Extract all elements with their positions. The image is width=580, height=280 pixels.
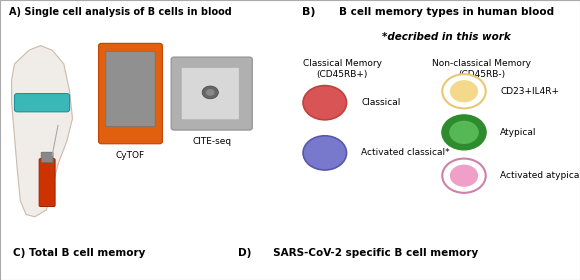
Text: B): B): [302, 7, 315, 17]
Circle shape: [450, 165, 478, 187]
Text: B cell memory types in human blood: B cell memory types in human blood: [339, 7, 554, 17]
Circle shape: [449, 121, 479, 144]
Circle shape: [450, 80, 478, 102]
FancyBboxPatch shape: [171, 57, 252, 130]
Text: CD23+IL4R+: CD23+IL4R+: [500, 87, 559, 96]
Text: Activated classical*: Activated classical*: [361, 148, 450, 157]
FancyBboxPatch shape: [106, 51, 155, 127]
Circle shape: [442, 158, 486, 193]
Text: A) Single cell analysis of B cells in blood: A) Single cell analysis of B cells in bl…: [9, 7, 231, 17]
FancyBboxPatch shape: [39, 158, 55, 207]
Text: Classical: Classical: [361, 98, 400, 107]
Circle shape: [442, 115, 486, 150]
Text: *decribed in this work: *decribed in this work: [382, 32, 511, 42]
Text: C) Total B cell memory: C) Total B cell memory: [13, 248, 146, 258]
Circle shape: [442, 74, 486, 108]
Circle shape: [303, 136, 347, 170]
Text: Atypical: Atypical: [500, 128, 536, 137]
Circle shape: [206, 89, 215, 96]
Circle shape: [303, 86, 347, 120]
Text: Non-classical Memory
(CD45RB-): Non-classical Memory (CD45RB-): [432, 59, 531, 79]
FancyBboxPatch shape: [181, 67, 239, 120]
FancyBboxPatch shape: [99, 43, 162, 144]
Text: D)      SARS-CoV-2 specific B cell memory: D) SARS-CoV-2 specific B cell memory: [238, 248, 478, 258]
Polygon shape: [12, 46, 72, 217]
Text: CITE-seq: CITE-seq: [192, 137, 231, 146]
Text: Classical Memory
(CD45RB+): Classical Memory (CD45RB+): [303, 59, 382, 79]
Text: Activated atypical*: Activated atypical*: [500, 171, 580, 180]
FancyBboxPatch shape: [41, 152, 53, 163]
FancyBboxPatch shape: [14, 94, 70, 112]
Circle shape: [202, 86, 218, 99]
Text: CyTOF: CyTOF: [116, 151, 145, 160]
